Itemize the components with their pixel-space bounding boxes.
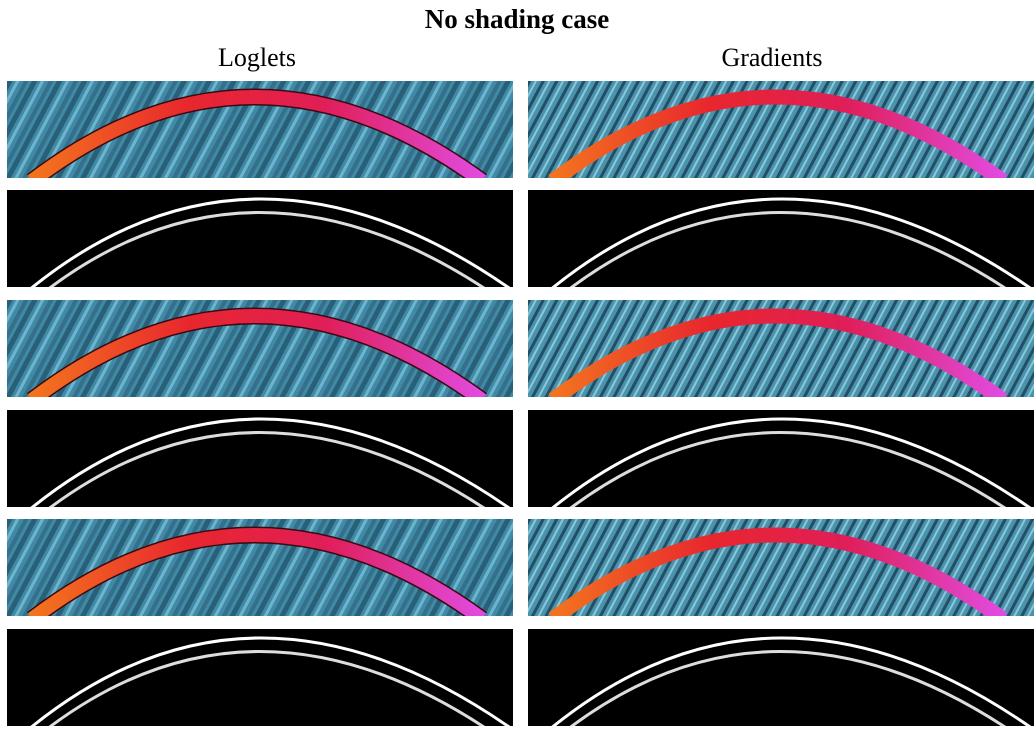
color-panel — [528, 300, 1034, 400]
edge-panel — [528, 629, 1034, 728]
color-panel — [528, 81, 1034, 181]
edge-panel — [7, 190, 513, 290]
figure-title: No shading case — [425, 4, 610, 34]
page: No shading case Loglets Gradients (() =>… — [0, 0, 1034, 728]
column-header: Gradients — [721, 43, 822, 72]
figure: No shading case Loglets Gradients — [0, 0, 1034, 728]
edge-panel — [528, 190, 1034, 290]
color-panel — [7, 81, 513, 181]
edge-panel — [528, 410, 1034, 510]
color-panel — [528, 519, 1034, 619]
color-panel — [7, 519, 513, 619]
column-header: Loglets — [218, 43, 296, 72]
edge-panel — [7, 410, 513, 510]
edge-panel — [7, 629, 513, 728]
color-panel — [7, 300, 513, 400]
